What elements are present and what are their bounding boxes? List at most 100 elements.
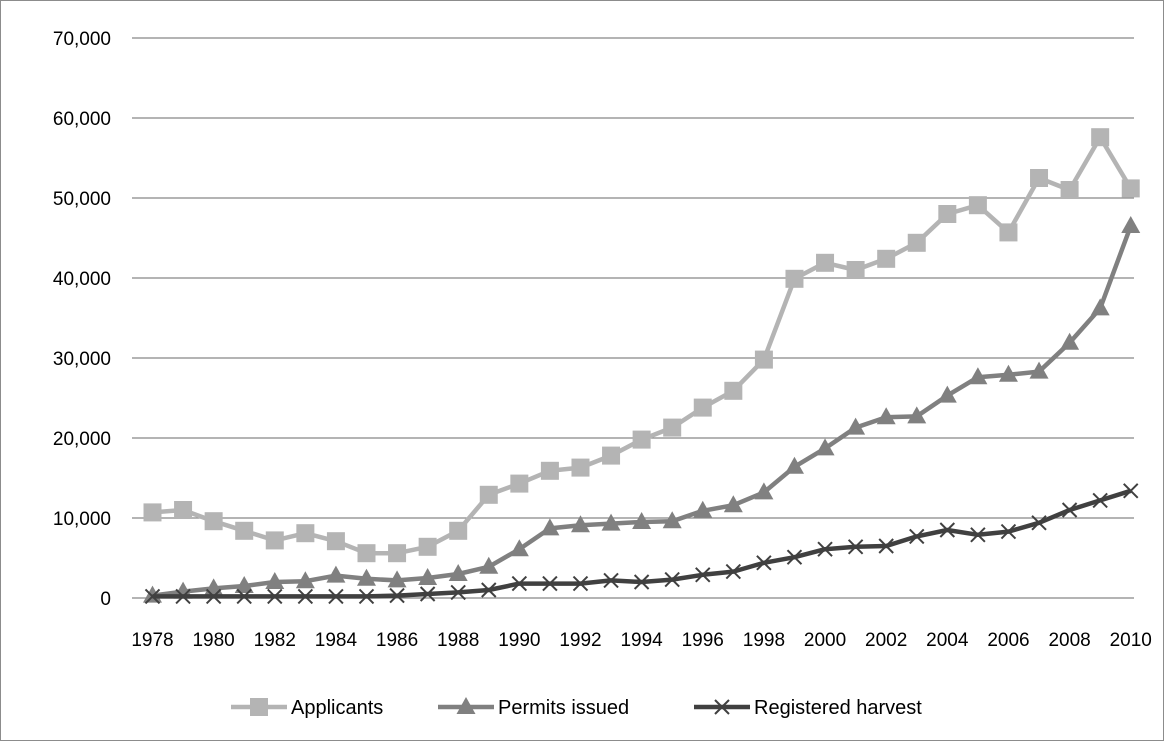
marker-stroke (695, 567, 711, 583)
data-point-permits-issued (1090, 298, 1110, 316)
y-tick-label: 40,000 (53, 269, 111, 290)
legend-marker-permits-issued (456, 697, 476, 714)
data-point-permits-issued (570, 515, 590, 533)
data-point-permits-issued (326, 565, 346, 583)
marker-stroke (205, 588, 222, 605)
y-tick-label: 10,000 (53, 509, 111, 530)
marker-stroke (572, 575, 589, 592)
marker-stroke (725, 563, 742, 580)
data-point-permits-issued (693, 500, 713, 518)
data-point-applicants (479, 485, 498, 504)
data-point-permits-issued (998, 364, 1018, 382)
data-point-applicants (388, 544, 407, 563)
data-point-applicants (235, 521, 254, 540)
data-point-applicants (877, 249, 896, 268)
data-point-applicants (1121, 179, 1140, 198)
x-tick-label: 1998 (743, 630, 785, 651)
data-point-permits-issued (356, 568, 376, 586)
data-point-registered-harvest (633, 574, 650, 590)
x-tick-label: 1988 (437, 630, 479, 651)
x-axis-tick-labels: 1978 1980 1982 1984 1986 1988 1990 1992 1994 1996… (131, 630, 1152, 651)
legend-marker-registered-harvest (714, 699, 730, 715)
data-point-permits-issued (418, 568, 438, 585)
y-tick-label: 0 (100, 589, 111, 610)
data-point-registered-harvest (358, 588, 375, 605)
data-point-permits-issued (387, 570, 407, 588)
legend-label-applicants: Applicants (291, 697, 383, 719)
data-point-permits-issued (479, 556, 499, 574)
data-point-registered-harvest (878, 538, 894, 554)
marker-stroke (664, 571, 680, 588)
data-point-registered-harvest (236, 588, 252, 605)
data-point-registered-harvest (1000, 523, 1017, 540)
data-point-registered-harvest (205, 588, 222, 605)
y-tick-label: 20,000 (53, 429, 111, 450)
y-tick-label: 50,000 (53, 189, 111, 210)
x-tick-label: 2000 (804, 630, 846, 651)
marker-stroke (847, 539, 864, 555)
data-point-registered-harvest (419, 586, 436, 602)
data-point-permits-issued (907, 406, 927, 424)
data-point-permits-issued (968, 367, 988, 385)
marker-stroke (144, 588, 161, 605)
data-point-applicants (907, 233, 926, 252)
data-point-registered-harvest (756, 555, 772, 571)
legend-marker-applicants (250, 698, 268, 716)
marker-stroke (267, 588, 283, 605)
data-point-permits-issued (234, 576, 254, 593)
x-tick-label: 1984 (315, 630, 358, 651)
data-point-permits-issued (876, 407, 896, 425)
marker-stroke (450, 584, 466, 601)
data-point-applicants (663, 418, 682, 437)
data-point-applicants (1030, 169, 1049, 187)
marker-stroke (714, 699, 730, 715)
data-point-permits-issued (723, 495, 743, 513)
data-point-registered-harvest (542, 575, 558, 592)
marker-stroke (297, 588, 314, 605)
data-point-permits-issued (265, 572, 285, 589)
marker-stroke (542, 575, 558, 592)
data-point-registered-harvest (1092, 492, 1108, 509)
marker-stroke (1123, 483, 1139, 499)
legend-label-permits-issued: Permits issued (498, 697, 629, 719)
y-tick-label: 70,000 (53, 29, 111, 50)
data-point-permits-issued (540, 518, 560, 536)
marker-stroke (1000, 523, 1017, 540)
marker-stroke (970, 527, 986, 543)
marker-stroke (358, 588, 375, 605)
data-point-applicants (174, 501, 193, 519)
data-point-applicants (265, 531, 284, 550)
marker-stroke (817, 541, 833, 557)
x-tick-label: 1978 (131, 630, 173, 651)
data-point-permits-issued (509, 539, 529, 557)
data-point-applicants (693, 398, 712, 417)
marker-stroke (786, 549, 803, 565)
data-point-applicants (143, 503, 162, 522)
data-point-permits-issued (1121, 216, 1141, 233)
data-point-permits-issued (632, 512, 652, 529)
marker-stroke (756, 555, 772, 571)
data-point-registered-harvest (603, 572, 619, 589)
data-point-applicants (602, 446, 621, 465)
data-point-registered-harvest (389, 587, 405, 604)
data-point-registered-harvest (847, 539, 864, 555)
data-point-applicants (571, 458, 590, 477)
data-point-applicants (999, 223, 1018, 242)
x-tick-label: 1990 (498, 630, 540, 651)
x-tick-label: 2006 (987, 630, 1029, 651)
data-point-applicants (816, 253, 835, 272)
marker-stroke (511, 575, 528, 592)
data-point-applicants (938, 205, 957, 223)
marker-stroke (909, 528, 925, 545)
marker-stroke (236, 588, 252, 605)
data-point-applicants (540, 461, 559, 480)
data-point-applicants (1060, 181, 1079, 199)
data-point-permits-issued (662, 511, 682, 529)
y-axis-tick-labels: 0 10,000 20,000 30,000 40,000 50,000 60,000 70,… (53, 29, 111, 610)
data-point-permits-issued (1060, 332, 1080, 350)
data-point-permits-issued (1029, 361, 1049, 379)
marker-stroke (175, 588, 191, 605)
x-tick-label: 2010 (1110, 630, 1152, 651)
